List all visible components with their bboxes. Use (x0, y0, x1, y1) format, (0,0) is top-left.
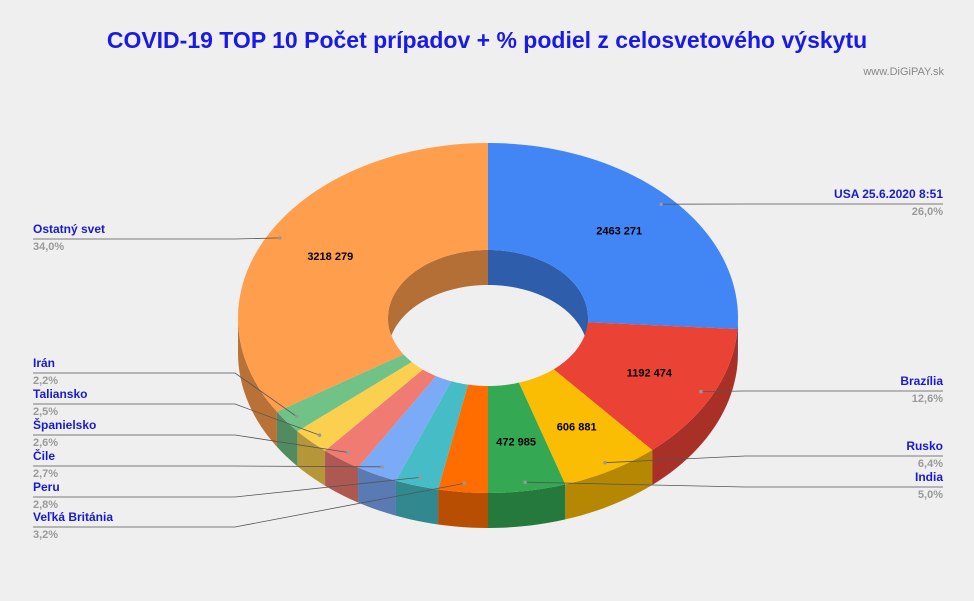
leader-dot (603, 461, 607, 465)
percent-label: 3,2% (33, 529, 58, 541)
amount-label: 472 985 (496, 436, 536, 448)
chart-title: COVID-19 TOP 10 Počet prípadov + % podie… (107, 27, 867, 53)
category-label: USA 25.6.2020 8:51 (834, 187, 943, 201)
category-label: Čile (33, 448, 55, 463)
leader-dot (318, 433, 322, 437)
category-label: Španielsko (33, 417, 96, 432)
category-label: Veľká Británia (33, 510, 113, 524)
percent-label: 2,2% (33, 375, 58, 387)
leader-dot (699, 390, 703, 394)
percent-label: 5,0% (918, 489, 943, 501)
chart-subtitle: www.DiGiPAY.sk (862, 66, 944, 78)
leader-line (701, 391, 943, 392)
leader-dot (659, 202, 663, 206)
amount-label: 3218 279 (307, 251, 353, 263)
category-label: Ostatný svet (33, 222, 105, 236)
category-label: Brazília (900, 374, 943, 388)
leader-dot (278, 236, 282, 240)
category-label: Irán (33, 356, 55, 370)
percent-label: 2,6% (33, 437, 58, 449)
percent-label: 2,7% (33, 468, 58, 480)
category-label: Peru (33, 480, 60, 494)
category-label: India (915, 470, 943, 484)
amount-label: 2463 271 (596, 226, 642, 238)
amount-label: 1192 474 (627, 368, 673, 380)
leader-dot (347, 451, 351, 455)
percent-label: 6,4% (918, 458, 943, 470)
leader-dot (419, 476, 423, 480)
leader-dot (462, 482, 466, 486)
percent-label: 34,0% (33, 241, 64, 253)
category-label: Taliansko (33, 387, 87, 401)
percent-label: 2,5% (33, 406, 58, 418)
amount-label: 606 881 (557, 422, 597, 434)
percent-label: 26,0% (912, 206, 943, 218)
category-label: Rusko (906, 439, 943, 453)
percent-label: 12,6% (912, 393, 943, 405)
slice-side (438, 489, 488, 528)
percent-label: 2,8% (33, 499, 58, 511)
leader-dot (523, 480, 527, 484)
leader-line (33, 238, 280, 239)
top-faces (238, 143, 738, 493)
leader-dot (380, 465, 384, 469)
leader-dot (295, 415, 299, 419)
